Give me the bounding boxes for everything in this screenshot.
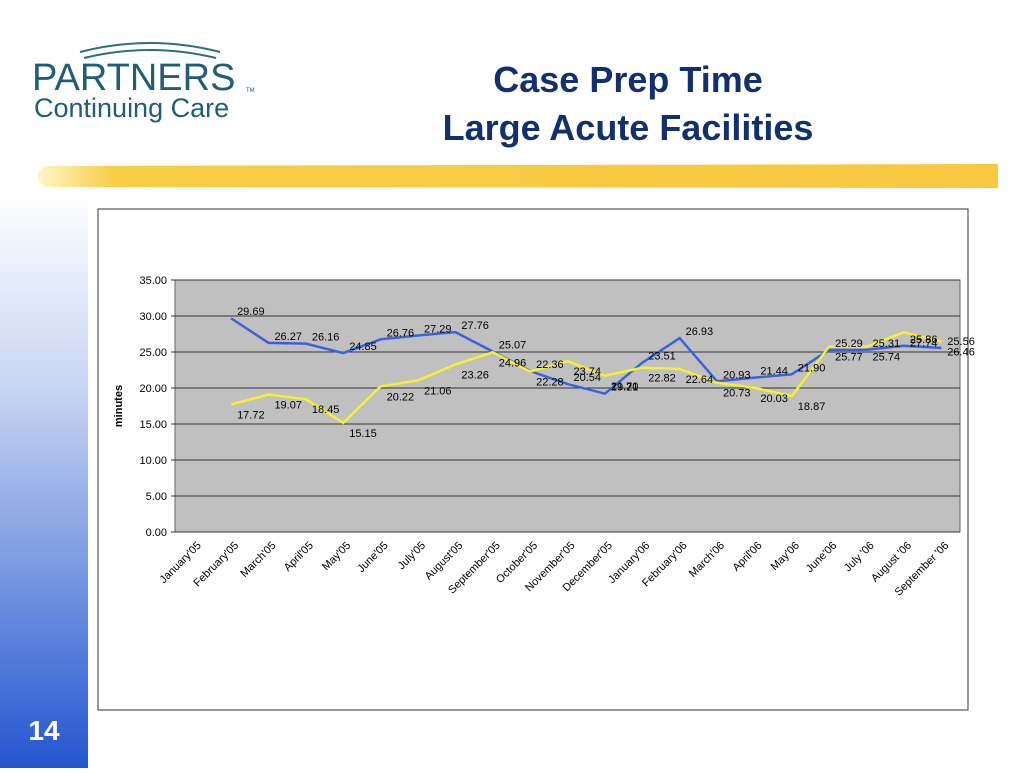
data-label: 29.69 xyxy=(237,306,265,318)
data-label: 25.74 xyxy=(873,352,901,364)
data-label: 21.70 xyxy=(611,381,639,393)
y-tick-label: 10.00 xyxy=(139,455,167,467)
data-label: 23.74 xyxy=(574,366,602,378)
chart-title: Case Prep Time xyxy=(493,59,762,100)
data-label: 27.29 xyxy=(424,324,452,336)
data-label: 25.86 xyxy=(910,334,938,346)
data-label: 21.44 xyxy=(760,366,788,378)
y-tick-label: 30.00 xyxy=(139,311,167,323)
data-label: 27.76 xyxy=(461,320,489,332)
data-label: 26.76 xyxy=(387,327,415,339)
data-label: 19.07 xyxy=(274,400,302,412)
data-label: 20.54 xyxy=(574,372,602,384)
data-label: 23.51 xyxy=(648,351,676,363)
data-label: 22.28 xyxy=(536,377,564,389)
data-label: 19.21 xyxy=(611,382,639,394)
data-label: 22.64 xyxy=(686,374,714,386)
sidebar xyxy=(0,190,88,768)
data-label: 26.16 xyxy=(312,332,340,344)
data-label: 24.85 xyxy=(349,341,377,353)
header-swoosh xyxy=(37,164,998,188)
logo-tm: TM xyxy=(246,88,255,94)
data-label: 25.56 xyxy=(947,336,975,348)
plot-area xyxy=(174,279,961,533)
data-label: 26.93 xyxy=(686,326,714,338)
data-label: 22.82 xyxy=(648,373,676,385)
data-label: 25.07 xyxy=(499,339,527,351)
y-tick-label: 15.00 xyxy=(139,419,167,431)
y-tick-label: 0.00 xyxy=(146,527,167,539)
logo-arc xyxy=(79,42,221,53)
series-line xyxy=(230,330,942,425)
chart-subtitle: Large Acute Facilities xyxy=(443,107,814,148)
data-label: 20.73 xyxy=(723,388,751,400)
y-tick-label: 25.00 xyxy=(139,347,167,359)
y-axis-label: minutes xyxy=(113,385,125,427)
data-label: 24.96 xyxy=(499,357,527,369)
data-label: 20.03 xyxy=(760,393,788,405)
data-label: 23.26 xyxy=(461,370,489,382)
data-label: 25.31 xyxy=(873,338,901,350)
data-label: 25.29 xyxy=(835,338,863,350)
data-label: 27.74 xyxy=(910,337,938,349)
y-tick-label: 20.00 xyxy=(139,383,167,395)
logo-arc xyxy=(83,49,217,59)
data-label: 26.27 xyxy=(274,331,302,343)
data-label: 20.93 xyxy=(723,369,751,381)
logo-sub: Continuing Care xyxy=(34,93,229,123)
data-label: 25.77 xyxy=(835,351,863,363)
logo-name: PARTNERS xyxy=(32,57,235,99)
page-number: 14 xyxy=(28,715,60,746)
data-label: 18.45 xyxy=(312,404,340,416)
data-label: 18.87 xyxy=(798,401,826,413)
data-label: 26.46 xyxy=(947,346,975,358)
data-label: 17.72 xyxy=(237,409,265,421)
data-label: 15.15 xyxy=(349,428,377,440)
y-tick-label: 5.00 xyxy=(146,491,167,503)
data-label: 22.36 xyxy=(536,359,564,371)
data-label: 21.90 xyxy=(798,362,826,374)
y-tick-label: 35.00 xyxy=(139,275,167,287)
data-label: 21.06 xyxy=(424,385,452,397)
data-label: 20.22 xyxy=(387,391,415,403)
